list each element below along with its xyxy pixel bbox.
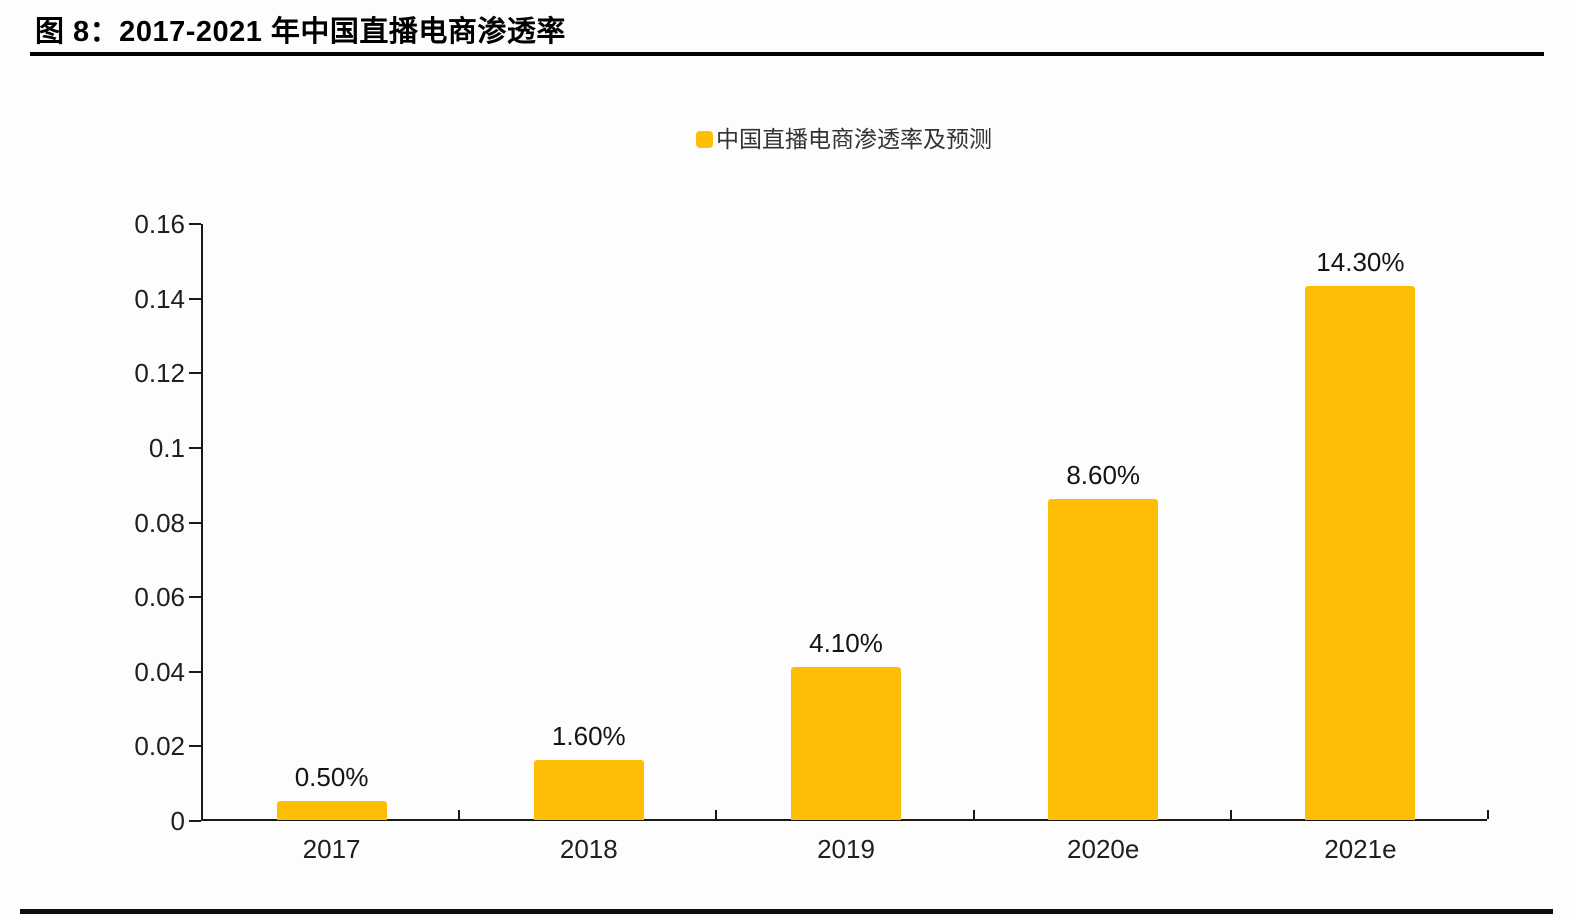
chart-legend: 中国直播电商渗透率及预测 [201, 126, 1487, 152]
y-tick-mark [189, 372, 201, 375]
y-tick-label: 0.14 [134, 283, 185, 314]
y-tick-label: 0.06 [134, 582, 185, 613]
y-tick-mark [189, 297, 201, 300]
y-tick-mark [189, 223, 201, 225]
bar-2019 [791, 667, 901, 820]
y-tick-mark [189, 596, 201, 599]
y-tick-label: 0.02 [134, 731, 185, 762]
y-tick-mark [189, 446, 201, 449]
bar-2021e [1305, 286, 1416, 820]
figure-title: 图 8：2017-2021 年中国直播电商渗透率 [35, 16, 566, 48]
plot-area: 0.50% 2017 1.60% 2018 4.10% 2019 8.60% 2020e 14.… [189, 223, 1489, 863]
bar-value-label: 14.30% [1316, 247, 1405, 278]
x-category-label: 2021e [1324, 834, 1397, 864]
x-tick-mark [715, 810, 718, 819]
x-category-label: 2019 [817, 834, 875, 864]
bottom-divider [20, 909, 1553, 914]
y-tick-label: 0.1 [148, 432, 185, 463]
y-tick-label: 0 [170, 806, 185, 836]
y-axis-labels: 0 0.02 0.04 0.06 0.08 0.1 0.12 0.14 0.16 [0, 211, 185, 834]
bar-value-label: 4.10% [809, 628, 883, 659]
y-tick-label: 0.16 [134, 209, 185, 239]
legend-marker-icon [696, 130, 713, 148]
y-tick-mark [189, 670, 201, 673]
y-tick-label: 0.04 [134, 656, 185, 687]
x-tick-mark [972, 810, 975, 819]
y-tick-mark [189, 820, 201, 822]
title-divider [30, 52, 1544, 56]
y-tick-mark [189, 745, 201, 748]
bar-2020e [1048, 499, 1159, 820]
x-tick-mark [1229, 810, 1232, 819]
x-category-label: 2020e [1067, 834, 1140, 864]
bar-value-label: 0.50% [294, 762, 369, 793]
y-tick-label: 0.08 [134, 507, 185, 538]
x-category-label: 2018 [559, 834, 618, 864]
bar-value-label: 1.60% [551, 721, 626, 752]
y-tick-label: 0.12 [134, 358, 185, 389]
legend-label: 中国直播电商渗透率及预测 [716, 126, 992, 152]
bar-2017 [276, 801, 387, 820]
bar-value-label: 8.60% [1066, 460, 1141, 491]
y-tick-mark [189, 521, 201, 524]
bar-2018 [533, 760, 644, 820]
x-tick-mark [1487, 810, 1489, 819]
x-tick-mark [458, 810, 461, 819]
x-category-label: 2017 [302, 834, 361, 864]
